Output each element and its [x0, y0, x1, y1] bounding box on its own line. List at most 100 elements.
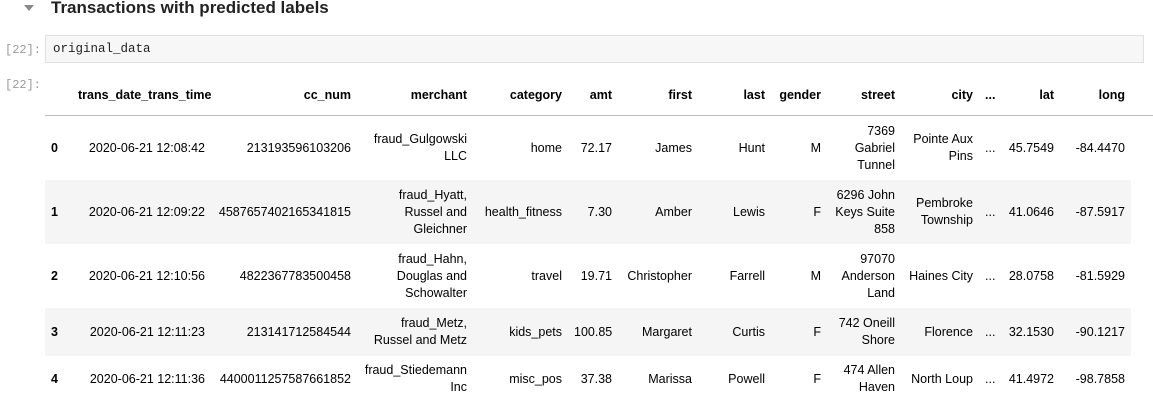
table-cell: fraud_Hahn, Douglas and Schowalter	[396, 251, 467, 300]
table-cell: F	[771, 308, 827, 356]
column-header: gender	[771, 75, 827, 116]
row-index: 4	[51, 371, 58, 386]
table-cell: -90.1217	[1060, 308, 1131, 356]
table-cell: fraud_Gulgowski LLC	[373, 132, 467, 163]
table-cell: 4822367783500458	[239, 268, 351, 283]
table-cell: F	[813, 371, 821, 386]
table-cell: 97070 Anderson Land	[841, 251, 895, 300]
column-header: first	[618, 75, 698, 116]
table-cell: 2020-06-21 12:09:22	[72, 180, 211, 244]
table-cell: 32.1530	[1000, 308, 1060, 356]
table-row: 2 2020-06-21 12:10:56 4822367783500458 frau…	[45, 244, 1153, 308]
table-cell: Farrell	[729, 268, 765, 283]
table-cell: fraud_Metz, Russel and Metz	[357, 308, 473, 356]
table-cell: 37.38	[580, 371, 612, 386]
row-index: 1	[45, 180, 72, 244]
table-cell: misc_pos	[509, 371, 562, 386]
code-cell[interactable]: original_data	[45, 35, 1144, 63]
table-row: 1 2020-06-21 12:09:22 4587657402165341815 f…	[45, 180, 1153, 244]
column-header: last	[698, 75, 771, 116]
column-header: category	[473, 75, 568, 116]
table-cell: kids_pets	[473, 308, 568, 356]
table-cell: 45.7549	[1008, 140, 1054, 155]
table-cell: M	[810, 140, 821, 155]
column-header: ci	[1131, 75, 1153, 116]
table-cell: home	[530, 140, 562, 155]
table-cell: 28.0758	[1008, 268, 1054, 283]
table-cell: 742 Oneill Shore	[827, 308, 901, 356]
table-cell: 474 Allen Haven	[843, 363, 895, 394]
table-cell: Lewis	[698, 180, 771, 244]
code-text: original_data	[53, 42, 151, 56]
table-cell: travel	[531, 268, 562, 283]
output-area: trans_date_trans_time cc_num merchant categ…	[45, 75, 1153, 402]
table-cell: 7.30	[568, 180, 618, 244]
table-cell: -84.4470	[1075, 140, 1125, 155]
table-cell: 2020-06-21 12:11:23	[72, 308, 211, 356]
column-header: ...	[979, 75, 1000, 116]
column-header: lat	[1000, 75, 1060, 116]
header-row: trans_date_trans_time cc_num merchant categ…	[45, 75, 1153, 116]
table-cell: 2020-06-21 12:11:36	[89, 371, 205, 386]
index-header	[45, 75, 72, 116]
table-cell: North Loup	[911, 371, 973, 386]
section-heading: Transactions with predicted labels	[51, 0, 329, 17]
table-cell: Powell	[728, 371, 765, 386]
table-cell: ...	[985, 268, 996, 283]
row-index: 3	[45, 308, 72, 356]
table-cell: 41.4972	[1008, 371, 1054, 386]
table-cell: Pointe Aux Pins	[913, 132, 973, 163]
collapse-caret[interactable]	[24, 5, 34, 11]
table-cell: Haines City	[909, 268, 973, 283]
table-cell: fraud_Stiedemann Inc	[364, 363, 467, 394]
table-cell: 213193596103206	[246, 140, 351, 155]
table-cell: Christopher	[627, 268, 692, 283]
table-cell: ...	[985, 140, 996, 155]
output-prompt: [22]:	[5, 78, 42, 92]
row-index: 2	[51, 268, 58, 283]
column-header: city	[901, 75, 979, 116]
table-cell: Pembroke Township	[901, 180, 979, 244]
column-header: street	[827, 75, 901, 116]
row-index: 0	[51, 140, 58, 155]
table-cell: Curtis	[698, 308, 771, 356]
table-cell: fraud_Hyatt, Russel and Gleichner	[357, 180, 473, 244]
table-cell: 7369 Gabriel Tunnel	[854, 123, 895, 172]
dataframe: trans_date_trans_time cc_num merchant categ…	[45, 75, 1153, 402]
table-cell: 100.85	[568, 308, 618, 356]
table-cell: ...	[979, 180, 1000, 244]
column-header: amt	[568, 75, 618, 116]
table-cell: Florence	[901, 308, 979, 356]
column-header: merchant	[357, 75, 473, 116]
table-cell: M	[810, 268, 821, 283]
table-cell: Marissa	[648, 371, 692, 386]
column-header: long	[1060, 75, 1131, 116]
table-cell: ...	[985, 371, 996, 386]
table-cell: 19.71	[580, 268, 612, 283]
table-row: 0 2020-06-21 12:08:42 213193596103206 fraud…	[45, 116, 1153, 181]
table-cell: health_fitness	[473, 180, 568, 244]
table-cell: Amber	[618, 180, 698, 244]
table-cell: -87.5917	[1060, 180, 1131, 244]
table-cell: James	[655, 140, 692, 155]
table-cell: -98.7858	[1075, 371, 1125, 386]
table-cell: Hunt	[738, 140, 765, 155]
table-cell: 213141712584544	[211, 308, 357, 356]
table-cell: F	[771, 180, 827, 244]
table-cell: 41.0646	[1000, 180, 1060, 244]
table-cell: ...	[979, 308, 1000, 356]
column-header: cc_num	[211, 75, 357, 116]
table-cell: 72.17	[580, 140, 612, 155]
table-cell: 6296 John Keys Suite 858	[827, 180, 901, 244]
table-cell: -81.5929	[1075, 268, 1125, 283]
table-cell: 2020-06-21 12:10:56	[88, 268, 205, 283]
table-cell: Margaret	[618, 308, 698, 356]
table-row: 4 2020-06-21 12:11:36 4400011257587661852 f…	[45, 356, 1153, 402]
table-row: 3 2020-06-21 12:11:23 213141712584544 fraud…	[45, 308, 1153, 356]
table-cell: 4587657402165341815	[211, 180, 357, 244]
column-header: trans_date_trans_time	[72, 75, 211, 116]
input-prompt: [22]:	[5, 43, 42, 57]
table-cell: 4400011257587661852	[219, 371, 351, 386]
table-cell: 2020-06-21 12:08:42	[88, 140, 205, 155]
